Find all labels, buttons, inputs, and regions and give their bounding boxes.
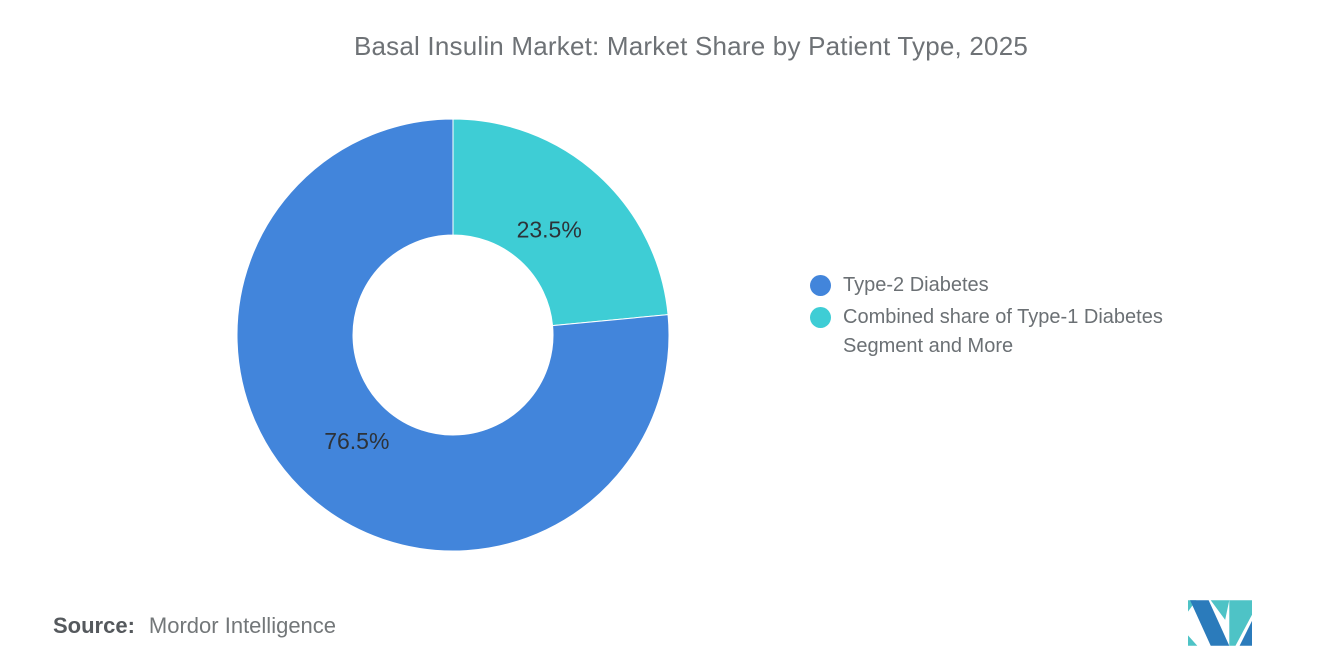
legend-item-0[interactable]: Type-2 Diabetes bbox=[810, 271, 1203, 300]
source-row: Source: Mordor Intelligence bbox=[53, 613, 336, 639]
legend-label: Type-2 Diabetes bbox=[843, 274, 989, 296]
source-value: Mordor Intelligence bbox=[148, 613, 337, 638]
source-label: Source: bbox=[53, 613, 135, 638]
mordor-intelligence-logo-mark bbox=[1188, 600, 1252, 646]
mordor-intelligence-logo bbox=[1188, 600, 1252, 646]
donut-slice-0[interactable] bbox=[236, 118, 670, 552]
legend-item-1[interactable]: Combined share of Type-1 Diabetes Segmen… bbox=[810, 303, 1203, 361]
chart-legend: Type-2 Diabetes Combined share of Type-1 … bbox=[810, 271, 1203, 364]
legend-marker-icon bbox=[810, 307, 831, 328]
slice-label: 76.5% bbox=[324, 428, 389, 454]
chart-title: Basal Insulin Market: Market Share by Pa… bbox=[353, 31, 1029, 61]
legend-marker-icon bbox=[810, 275, 831, 296]
donut-slice-1[interactable] bbox=[452, 118, 669, 327]
slice-label: 23.5% bbox=[517, 216, 582, 242]
legend-label: Combined share of Type-1 Diabetes Segmen… bbox=[843, 306, 1163, 357]
